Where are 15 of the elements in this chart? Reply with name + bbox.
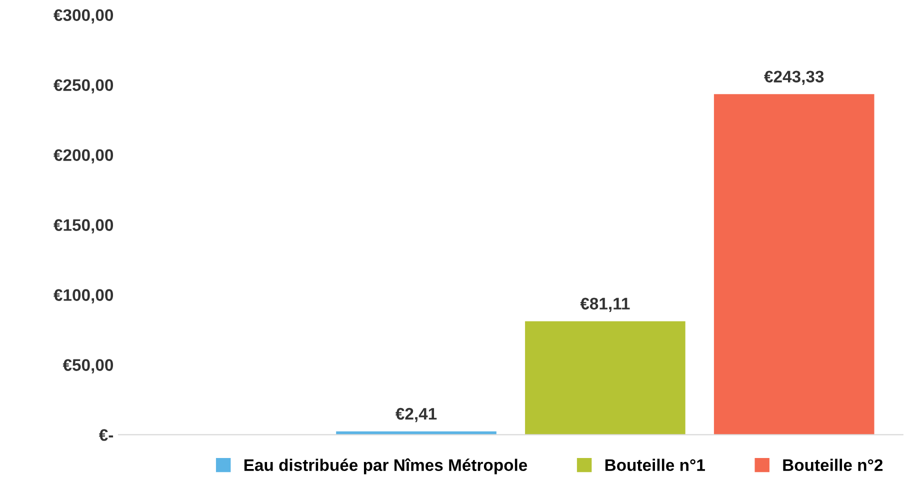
y-tick-label: €50,00 bbox=[62, 359, 114, 374]
data-label: €81,11 bbox=[580, 298, 630, 312]
y-tick-label: €100,00 bbox=[54, 289, 114, 304]
y-tick-label: €200,00 bbox=[54, 149, 114, 164]
legend-label: Eau distribuée par Nîmes Métropole bbox=[244, 458, 528, 474]
legend-label: Bouteille n°1 bbox=[605, 458, 705, 472]
bar bbox=[525, 321, 686, 435]
bar bbox=[714, 94, 874, 435]
data-label: €2,41 bbox=[395, 408, 437, 422]
y-tick-label: €150,00 bbox=[54, 219, 114, 234]
data-label: €243,33 bbox=[764, 70, 824, 85]
y-tick-label: €300,00 bbox=[54, 9, 114, 24]
y-tick-label: €250,00 bbox=[54, 79, 114, 94]
y-tick-label: €- bbox=[98, 429, 114, 441]
legend-label: Bouteille n°2 bbox=[783, 458, 883, 472]
